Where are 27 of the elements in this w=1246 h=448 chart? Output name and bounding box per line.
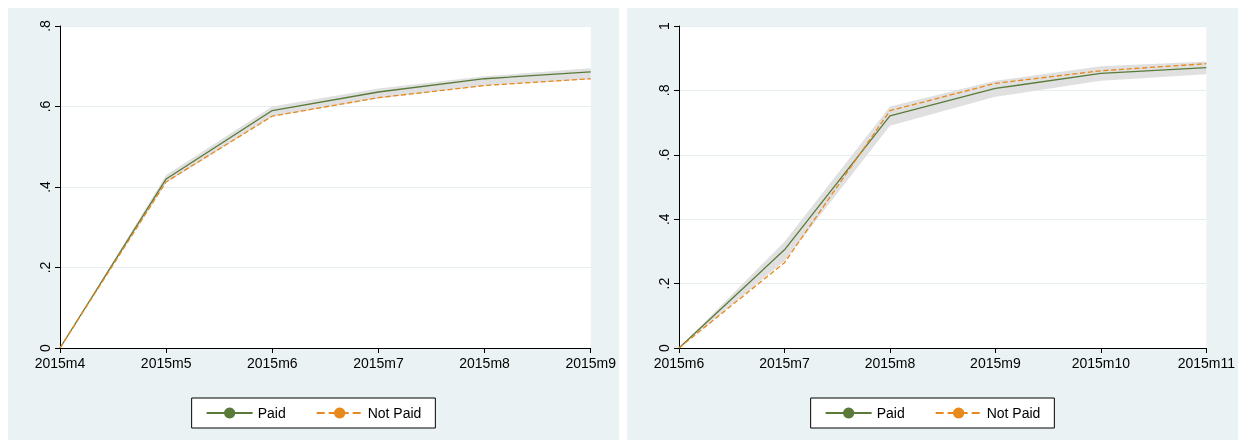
y-tick-label: .2	[656, 277, 672, 290]
y-tick-label: .6	[656, 148, 672, 161]
y-tick-label: .8	[37, 19, 53, 32]
x-tick-label: 2015m9	[565, 355, 617, 371]
x-tick-label: 2015m8	[459, 355, 511, 371]
legend-label: Paid	[257, 405, 286, 421]
y-tick-label: .8	[656, 84, 672, 97]
y-tick-label: .4	[37, 180, 53, 193]
x-tick-label: 2015m8	[864, 355, 916, 371]
legend-label: Not Paid	[986, 405, 1041, 421]
x-tick-label: 2015m5	[140, 355, 192, 371]
y-tick-label: .6	[37, 100, 53, 113]
y-tick-label: .2	[37, 261, 53, 274]
x-tick-label: 2015m11	[1177, 355, 1236, 371]
x-tick-label: 2015m6	[246, 355, 298, 371]
y-tick-label: 1	[656, 21, 672, 30]
x-tick-label: 2015m6	[653, 355, 705, 371]
y-tick-label: .4	[656, 213, 672, 226]
x-tick-label: 2015m9	[970, 355, 1021, 371]
x-tick-label: 2015m7	[353, 355, 404, 371]
y-tick-label: 0	[37, 343, 53, 352]
legend-label: Paid	[876, 405, 905, 421]
legend-label: Not Paid	[367, 405, 422, 421]
y-tick-label: 0	[656, 343, 672, 352]
x-tick-label: 2015m10	[1071, 355, 1131, 371]
x-tick-label: 2015m4	[34, 355, 86, 371]
x-tick-label: 2015m7	[759, 355, 810, 371]
